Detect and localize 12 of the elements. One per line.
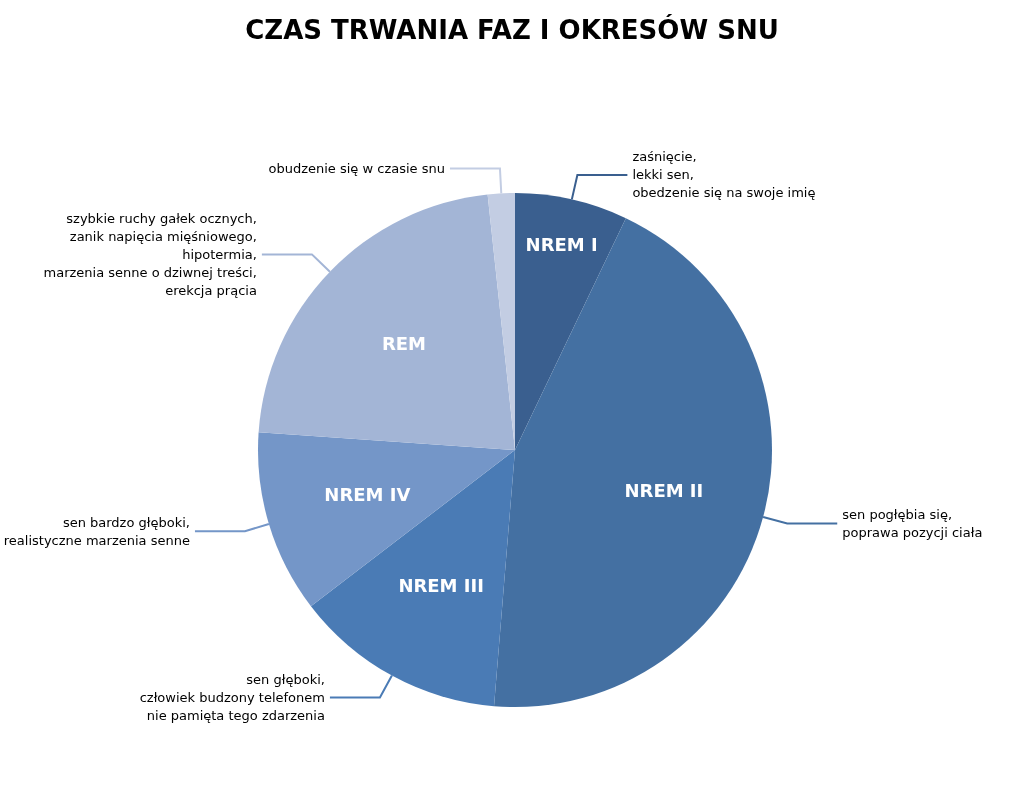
text: szybkie ruchy gałek ocznych, zanik napięcia mięśniowego, hipotermia, marzenia senne o dziwnej treści, erekcja prącia: [43, 210, 257, 298]
text: sen głęboki, człowiek budzony telefonem nie pamięta tego zdarzenia: [139, 672, 325, 724]
slice-label: NREM II: [624, 479, 704, 501]
slice-label: NREM III: [398, 574, 484, 596]
chart-title: CZAS TRWANIA FAZ I OKRESÓW SNU: [245, 14, 779, 45]
text: sen pogłębia się, poprawa pozycji ciała: [842, 507, 983, 541]
text: sen bardzo głęboki, realistyczne marzenia senne: [3, 514, 190, 548]
slice-label: NREM IV: [324, 483, 411, 505]
slice-label: REM: [381, 332, 426, 354]
slice-label: NREM I: [525, 233, 598, 255]
text: obudzenie się w czasie snu: [268, 160, 445, 176]
text: zaśnięcie, lekki sen, obedzenie się na swoje imię: [632, 149, 816, 201]
